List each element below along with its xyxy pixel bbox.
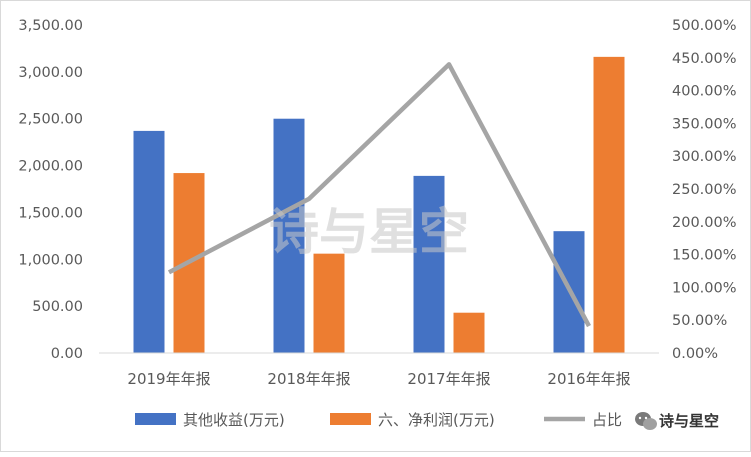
bars xyxy=(133,56,625,354)
left-tick-label: 1,500.00 xyxy=(18,205,83,221)
right-tick-label: 400.00% xyxy=(672,84,737,100)
right-tick-label: 0.00% xyxy=(672,346,718,362)
left-tick-label: 2,500.00 xyxy=(18,112,83,128)
x-tick-label: 2016年年报 xyxy=(547,370,630,388)
left-tick-label: 500.00 xyxy=(32,299,83,315)
wechat-icon xyxy=(635,412,657,430)
legend-label: 其他收益(万元) xyxy=(183,411,285,429)
left-tick-label: 0.00 xyxy=(51,346,83,362)
legend-label: 六、净利润(万元) xyxy=(378,411,495,429)
right-tick-label: 100.00% xyxy=(672,280,737,296)
bar xyxy=(413,175,445,353)
right-tick-label: 350.00% xyxy=(672,116,737,132)
right-tick-label: 250.00% xyxy=(672,182,737,198)
legend-swatch xyxy=(135,413,176,425)
right-tick-label: 450.00% xyxy=(672,51,737,67)
watermark: 诗与星空 xyxy=(269,203,469,261)
bar xyxy=(273,118,305,353)
left-tick-label: 3,500.00 xyxy=(18,18,83,34)
x-tick-label: 2018年年报 xyxy=(267,370,350,388)
bar xyxy=(453,312,485,353)
left-axis: 0.00 500.00 1,000.00 1,500.00 2,000.00 2,500.… xyxy=(18,18,83,362)
right-axis: 0.00% 50.00% 100.00% 150.00% 200.00% 250.00% 3… xyxy=(672,18,737,362)
left-tick-label: 3,000.00 xyxy=(18,65,83,81)
right-tick-label: 150.00% xyxy=(672,248,737,264)
x-tick-label: 2019年年报 xyxy=(127,370,210,388)
legend-label: 占比 xyxy=(592,411,622,429)
bar xyxy=(313,253,345,353)
line-series xyxy=(167,62,591,328)
right-tick-label: 50.00% xyxy=(672,313,727,329)
x-labels: 2019年年报 2018年年报 2017年年报 2016年年报 xyxy=(127,370,630,388)
right-tick-label: 500.00% xyxy=(672,18,737,34)
left-tick-label: 1,000.00 xyxy=(18,252,83,268)
bar xyxy=(593,56,625,354)
brand-text: 诗与星空 xyxy=(659,412,719,430)
right-tick-label: 200.00% xyxy=(672,215,737,231)
right-tick-label: 300.00% xyxy=(672,149,737,165)
bar xyxy=(133,130,165,353)
legend-swatch xyxy=(330,413,371,425)
line-layer xyxy=(167,62,591,328)
brand-badge: 诗与星空 xyxy=(635,412,719,430)
left-tick-label: 2,000.00 xyxy=(18,159,83,175)
legend: 其他收益(万元) 六、净利润(万元) 占比 xyxy=(135,411,622,429)
x-tick-label: 2017年年报 xyxy=(407,370,490,388)
